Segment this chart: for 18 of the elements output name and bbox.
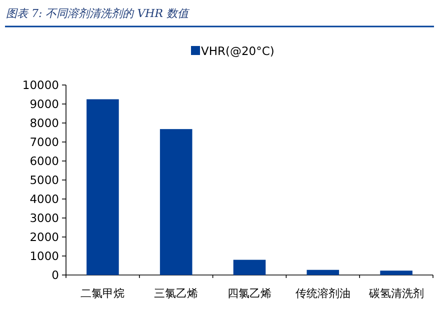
x-tick-label: 传统溶剂油 bbox=[295, 287, 350, 300]
y-tick-label: 0 bbox=[52, 268, 59, 282]
legend-label: VHR(@20°C) bbox=[201, 44, 274, 58]
y-tick-label: 9000 bbox=[30, 97, 59, 111]
y-tick-label: 2000 bbox=[30, 230, 59, 244]
x-tick-label: 碳氢清洗剂 bbox=[368, 287, 424, 300]
y-tick-label: 4000 bbox=[30, 192, 59, 206]
x-tick-label: 三氯乙烯 bbox=[154, 287, 198, 300]
y-tick-label: 1000 bbox=[30, 249, 59, 263]
y-tick-label: 6000 bbox=[30, 154, 59, 168]
y-tick-label: 3000 bbox=[30, 211, 59, 225]
y-tick-label: 10000 bbox=[22, 78, 59, 92]
title: 图表 7: 不同溶剂清洗剂的 VHR 数值 bbox=[6, 7, 189, 20]
y-tick-label: 5000 bbox=[30, 173, 59, 187]
x-tick-label: 四氯乙烯 bbox=[228, 287, 272, 300]
x-tick-label: 二氯甲烷 bbox=[80, 287, 125, 300]
y-tick-label: 7000 bbox=[30, 135, 59, 149]
y-tick-label: 8000 bbox=[30, 116, 59, 130]
